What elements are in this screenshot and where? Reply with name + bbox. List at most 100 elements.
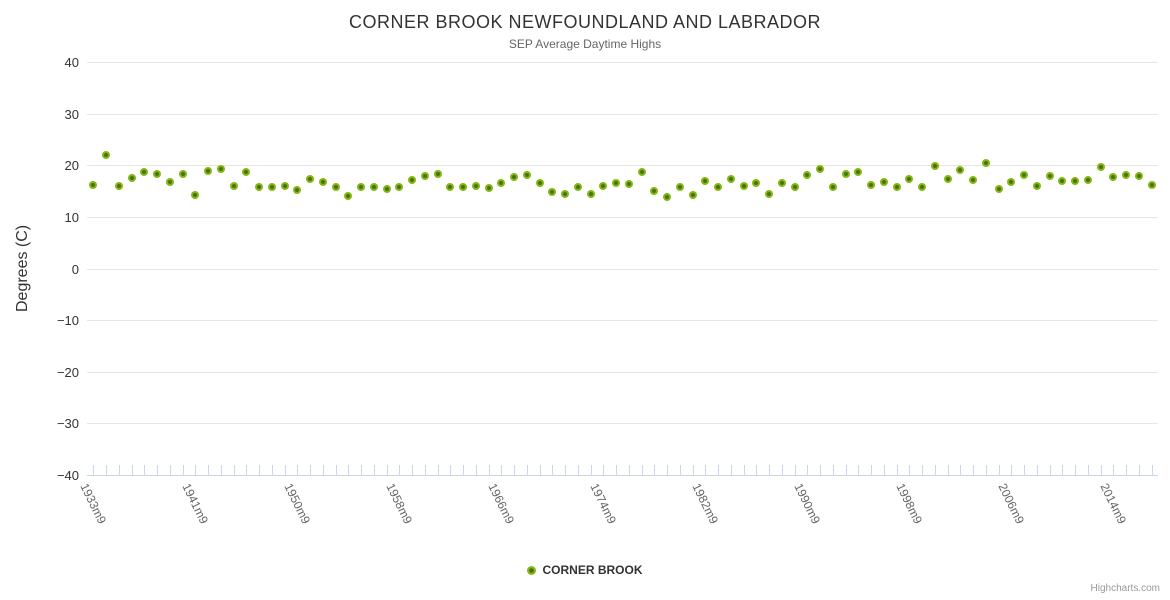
- x-axis-tick: [794, 465, 796, 475]
- x-axis-tick-label: 2014m9: [1097, 481, 1130, 527]
- data-point[interactable]: [573, 183, 582, 192]
- data-point[interactable]: [956, 165, 965, 174]
- data-point[interactable]: [369, 182, 378, 191]
- x-axis-tick: [743, 465, 745, 475]
- x-axis-tick: [858, 465, 860, 475]
- data-point[interactable]: [382, 184, 391, 193]
- x-axis-tick: [220, 465, 222, 475]
- data-point[interactable]: [765, 190, 774, 199]
- legend-item-corner-brook[interactable]: CORNER BROOK: [0, 563, 1170, 577]
- data-point[interactable]: [969, 176, 978, 185]
- data-point[interactable]: [612, 179, 621, 188]
- data-point[interactable]: [280, 181, 289, 190]
- data-point[interactable]: [318, 178, 327, 187]
- data-point[interactable]: [714, 182, 723, 191]
- data-point[interactable]: [854, 168, 863, 177]
- data-point[interactable]: [1058, 176, 1067, 185]
- data-point[interactable]: [484, 184, 493, 193]
- x-axis-tick: [565, 465, 567, 475]
- data-point[interactable]: [892, 183, 901, 192]
- data-point[interactable]: [981, 159, 990, 168]
- data-point[interactable]: [561, 190, 570, 199]
- credits-link[interactable]: Highcharts.com: [1090, 583, 1160, 594]
- data-point[interactable]: [178, 169, 187, 178]
- data-point[interactable]: [395, 183, 404, 192]
- data-point[interactable]: [191, 191, 200, 200]
- data-point[interactable]: [1045, 171, 1054, 180]
- data-point[interactable]: [267, 183, 276, 192]
- data-point[interactable]: [242, 168, 251, 177]
- y-axis-title: Degrees (C): [14, 224, 31, 312]
- data-point[interactable]: [1083, 176, 1092, 185]
- data-point[interactable]: [522, 170, 531, 179]
- data-point[interactable]: [726, 175, 735, 184]
- x-axis-tick: [335, 465, 337, 475]
- data-point[interactable]: [127, 174, 136, 183]
- data-point[interactable]: [420, 171, 429, 180]
- data-point[interactable]: [930, 161, 939, 170]
- data-point[interactable]: [114, 182, 123, 191]
- data-point[interactable]: [867, 180, 876, 189]
- data-point[interactable]: [548, 188, 557, 197]
- data-point[interactable]: [293, 186, 302, 195]
- data-point[interactable]: [408, 176, 417, 185]
- data-point[interactable]: [994, 184, 1003, 193]
- data-point[interactable]: [153, 170, 162, 179]
- x-axis-tick: [169, 465, 171, 475]
- data-point[interactable]: [879, 178, 888, 187]
- data-point[interactable]: [165, 178, 174, 187]
- data-point[interactable]: [1007, 177, 1016, 186]
- data-point[interactable]: [1109, 172, 1118, 181]
- data-point[interactable]: [102, 151, 111, 160]
- data-point[interactable]: [1122, 170, 1131, 179]
- data-point[interactable]: [510, 172, 519, 181]
- data-point[interactable]: [89, 180, 98, 189]
- data-point[interactable]: [1134, 171, 1143, 180]
- data-point[interactable]: [344, 191, 353, 200]
- y-axis-tick-label: 10: [64, 209, 79, 225]
- data-point[interactable]: [1071, 176, 1080, 185]
- data-point[interactable]: [650, 187, 659, 196]
- data-point[interactable]: [841, 169, 850, 178]
- data-point[interactable]: [905, 175, 914, 184]
- data-point[interactable]: [586, 190, 595, 199]
- data-point[interactable]: [1096, 162, 1105, 171]
- data-point[interactable]: [459, 183, 468, 192]
- data-point[interactable]: [816, 164, 825, 173]
- data-point[interactable]: [637, 168, 646, 177]
- data-point[interactable]: [599, 181, 608, 190]
- data-point[interactable]: [1032, 181, 1041, 190]
- data-point[interactable]: [701, 177, 710, 186]
- data-point[interactable]: [777, 179, 786, 188]
- data-point[interactable]: [752, 179, 761, 188]
- data-point[interactable]: [446, 183, 455, 192]
- data-point[interactable]: [204, 166, 213, 175]
- data-point[interactable]: [803, 170, 812, 179]
- data-point[interactable]: [433, 169, 442, 178]
- data-point[interactable]: [140, 168, 149, 177]
- x-axis-tick: [488, 465, 490, 475]
- data-point[interactable]: [663, 192, 672, 201]
- x-axis-tick: [182, 465, 184, 475]
- data-point[interactable]: [306, 175, 315, 184]
- data-point[interactable]: [943, 175, 952, 184]
- data-point[interactable]: [216, 164, 225, 173]
- data-point[interactable]: [1147, 180, 1156, 189]
- data-point[interactable]: [357, 183, 366, 192]
- data-point[interactable]: [739, 181, 748, 190]
- data-point[interactable]: [229, 181, 238, 190]
- data-point[interactable]: [688, 191, 697, 200]
- data-point[interactable]: [828, 183, 837, 192]
- data-point[interactable]: [535, 178, 544, 187]
- data-point[interactable]: [918, 183, 927, 192]
- data-point[interactable]: [1020, 170, 1029, 179]
- data-point[interactable]: [790, 182, 799, 191]
- data-point[interactable]: [624, 180, 633, 189]
- data-point[interactable]: [497, 179, 506, 188]
- data-point[interactable]: [331, 183, 340, 192]
- x-axis-tick: [437, 465, 439, 475]
- data-point[interactable]: [471, 181, 480, 190]
- data-point[interactable]: [675, 182, 684, 191]
- data-point[interactable]: [255, 182, 264, 191]
